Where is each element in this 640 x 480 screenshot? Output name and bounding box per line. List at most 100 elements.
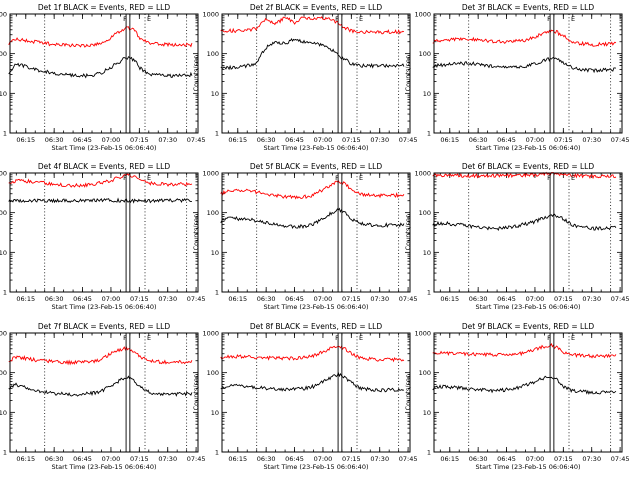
x-tick-label: 07:00 xyxy=(526,295,545,303)
x-tick-label: 06:45 xyxy=(497,455,516,463)
x-tick-label: 07:30 xyxy=(582,136,601,144)
x-tick-label: 07:15 xyxy=(554,295,573,303)
x-axis-label: Start Time (23-Feb-15 06:06:40) xyxy=(52,303,157,311)
marker-label-f: F xyxy=(335,334,339,342)
lld-trace xyxy=(220,345,405,363)
lld-trace xyxy=(220,16,405,35)
x-tick-label: 07:15 xyxy=(554,136,573,144)
panel-det-4: Det 4f BLACK = Events, RED = LLD Counts/s… xyxy=(0,162,205,311)
marker-label-e: E xyxy=(359,15,363,23)
events-trace xyxy=(432,375,617,395)
events-trace xyxy=(432,213,617,231)
plot-title: Det 2f BLACK = Events, RED = LLD xyxy=(250,3,383,12)
y-tick-label: 100 xyxy=(207,50,219,58)
marker-label-e: E xyxy=(571,174,575,182)
x-tick-label: 06:45 xyxy=(73,295,92,303)
plot-frame xyxy=(433,332,623,453)
y-axis-label: Counts/sec xyxy=(404,374,412,410)
x-axis-label: Start Time (23-Feb-15 06:06:40) xyxy=(264,463,369,471)
events-trace xyxy=(8,56,193,79)
x-tick-label: 06:45 xyxy=(285,136,304,144)
x-tick-label: 07:30 xyxy=(158,455,177,463)
events-trace xyxy=(8,375,193,397)
y-tick-label: 1000 xyxy=(202,330,219,338)
events-trace xyxy=(220,207,405,230)
plot-title: Det 4f BLACK = Events, RED = LLD xyxy=(38,162,171,171)
y-tick-label: 1 xyxy=(3,289,7,297)
x-tick-label: 07:45 xyxy=(399,136,418,144)
y-tick-label: 10 xyxy=(423,249,431,257)
x-tick-label: 07:00 xyxy=(526,136,545,144)
x-tick-label: 07:30 xyxy=(158,136,177,144)
events-trace xyxy=(8,197,192,204)
y-tick-label: 1 xyxy=(427,130,431,138)
y-tick-label: 1000 xyxy=(0,330,7,338)
y-tick-label: 1 xyxy=(3,130,7,138)
x-axis-label: Start Time (23-Feb-15 06:06:40) xyxy=(52,144,157,152)
x-tick-label: 06:15 xyxy=(440,295,459,303)
y-tick-label: 100 xyxy=(207,209,219,217)
panel-det-1: Det 1f BLACK = Events, RED = LLD Counts/s… xyxy=(0,3,205,152)
events-trace xyxy=(220,38,405,71)
y-tick-label: 1 xyxy=(427,289,431,297)
y-tick-label: 100 xyxy=(0,369,7,377)
marker-label-e: E xyxy=(147,334,151,342)
x-tick-label: 07:30 xyxy=(370,455,389,463)
y-tick-label: 1 xyxy=(215,289,219,297)
x-tick-label: 07:00 xyxy=(314,295,333,303)
lld-trace xyxy=(8,345,193,366)
plot-frame xyxy=(221,332,411,453)
marker-label-f: F xyxy=(335,15,339,23)
y-tick-label: 10 xyxy=(0,249,7,257)
events-trace xyxy=(432,56,617,74)
x-tick-label: 06:30 xyxy=(45,136,64,144)
events-trace xyxy=(220,371,405,393)
plot-frame xyxy=(221,172,411,293)
panel-det-5: Det 5f BLACK = Events, RED = LLD Counts/s… xyxy=(192,162,417,311)
x-tick-label: 06:45 xyxy=(73,455,92,463)
y-tick-label: 10 xyxy=(423,409,431,417)
x-tick-label: 06:30 xyxy=(45,295,64,303)
marker-label-f: F xyxy=(547,334,551,342)
plot-frame xyxy=(433,172,623,293)
plot-frame xyxy=(9,13,199,134)
marker-label-f: F xyxy=(547,15,551,23)
panel-det-6: Det 6f BLACK = Events, RED = LLD Counts/s… xyxy=(404,162,629,311)
x-tick-label: 07:45 xyxy=(187,136,206,144)
x-tick-label: 06:30 xyxy=(469,455,488,463)
y-tick-label: 1000 xyxy=(0,170,7,178)
x-tick-label: 07:45 xyxy=(611,295,630,303)
x-tick-label: 07:45 xyxy=(187,295,206,303)
x-tick-label: 06:15 xyxy=(440,455,459,463)
y-tick-label: 1000 xyxy=(202,170,219,178)
x-axis-label: Start Time (23-Feb-15 06:06:40) xyxy=(52,463,157,471)
lld-trace xyxy=(432,29,617,47)
marker-label-f: F xyxy=(547,174,551,182)
plot-frame xyxy=(9,172,199,293)
lld-trace xyxy=(432,342,617,359)
marker-label-e: E xyxy=(359,334,363,342)
marker-label-f: F xyxy=(123,15,127,23)
x-tick-label: 06:45 xyxy=(285,455,304,463)
x-axis-label: Start Time (23-Feb-15 06:06:40) xyxy=(476,463,581,471)
x-tick-label: 07:15 xyxy=(342,136,361,144)
x-tick-label: 07:15 xyxy=(130,136,149,144)
x-axis-label: Start Time (23-Feb-15 06:06:40) xyxy=(476,303,581,311)
x-tick-label: 07:15 xyxy=(342,455,361,463)
x-tick-label: 06:15 xyxy=(16,295,35,303)
plot-frame xyxy=(221,13,411,134)
x-tick-label: 06:30 xyxy=(45,455,64,463)
x-tick-label: 06:30 xyxy=(469,136,488,144)
y-tick-label: 1000 xyxy=(414,330,431,338)
plot-title: Det 6f BLACK = Events, RED = LLD xyxy=(462,162,595,171)
x-tick-label: 07:45 xyxy=(399,295,418,303)
plot-frame xyxy=(433,13,623,134)
lld-trace xyxy=(220,179,405,200)
plot-title: Det 7f BLACK = Events, RED = LLD xyxy=(38,322,171,331)
y-tick-label: 1 xyxy=(215,130,219,138)
x-tick-label: 06:15 xyxy=(16,455,35,463)
y-tick-label: 1 xyxy=(3,449,7,457)
x-tick-label: 07:45 xyxy=(399,455,418,463)
marker-label-e: E xyxy=(571,15,575,23)
plot-title: Det 8f BLACK = Events, RED = LLD xyxy=(250,322,383,331)
